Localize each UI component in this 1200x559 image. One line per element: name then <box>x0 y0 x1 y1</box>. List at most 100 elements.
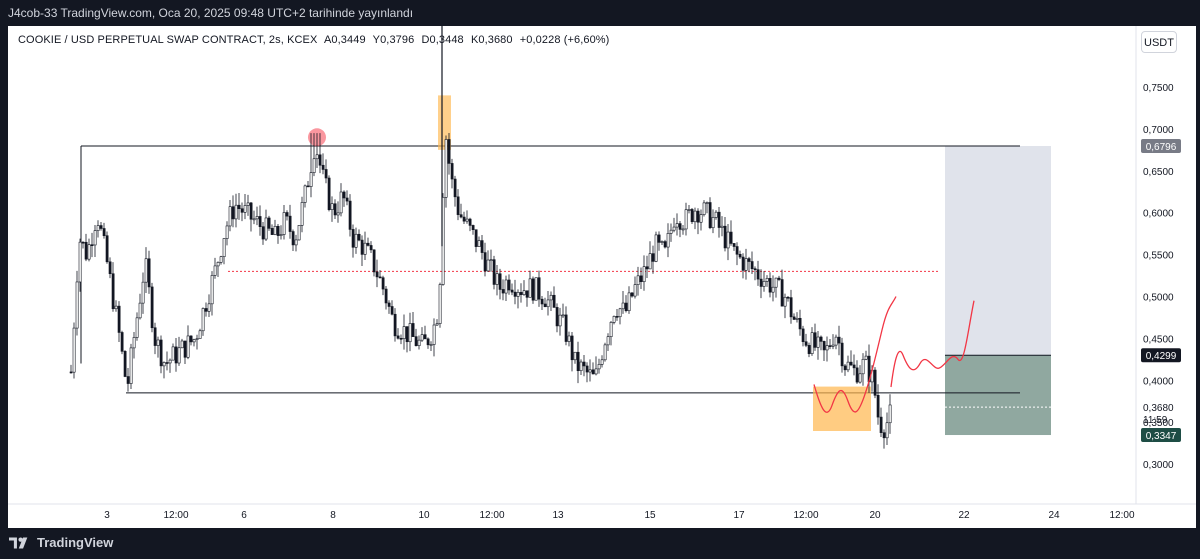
candle-body <box>696 210 700 223</box>
candle-body <box>432 324 436 345</box>
time-tick-label: 12:00 <box>163 510 188 521</box>
candle-body <box>405 326 409 343</box>
candle-body <box>675 223 679 228</box>
candle-body <box>210 275 214 305</box>
candle-body <box>369 245 373 251</box>
candle-body <box>687 209 691 211</box>
candle-body <box>846 361 850 371</box>
candle-body <box>717 211 721 228</box>
candle-body <box>438 284 442 324</box>
candle-body <box>225 225 229 239</box>
candle-body <box>633 284 637 297</box>
candle-body <box>597 364 601 370</box>
candle-body <box>783 296 787 307</box>
candle-body <box>255 216 259 220</box>
symbol-title: COOKIE / USD PERPETUAL SWAP CONTRACT, 2s… <box>18 34 318 46</box>
candle-body <box>459 214 463 218</box>
candle-body <box>99 225 103 229</box>
candle-body <box>606 336 610 346</box>
time-tick-label: 6 <box>241 510 247 521</box>
candle-body <box>252 218 256 221</box>
candle-body <box>756 269 760 280</box>
candle-body <box>111 273 115 310</box>
candle-body <box>501 289 505 294</box>
candle-body <box>324 169 328 179</box>
candle-body <box>858 373 862 383</box>
candle-body <box>852 364 856 369</box>
candle-body <box>843 365 847 371</box>
candle-body <box>267 217 271 229</box>
candle-body <box>297 225 301 241</box>
tradingview-logo[interactable]: TradingView <box>9 535 113 550</box>
forecast-squiggle-left[interactable] <box>813 296 897 413</box>
candle-body <box>639 275 643 283</box>
candle-body <box>486 259 490 272</box>
svg-text:0,3680: 0,3680 <box>1143 403 1174 414</box>
candle-body <box>264 217 268 240</box>
candle-body <box>561 314 565 317</box>
candle-body <box>834 336 838 346</box>
candle-body <box>453 178 457 198</box>
candle-body <box>573 351 577 361</box>
publish-line: J4cob-33 TradingView.com, Oca 20, 2025 0… <box>8 6 414 20</box>
candle-body <box>177 347 181 364</box>
candle-body <box>837 336 841 344</box>
candle-body <box>813 332 817 348</box>
candle-body <box>120 332 124 352</box>
candle-body <box>300 202 304 226</box>
spike-highlight[interactable] <box>438 95 451 150</box>
candle-body <box>801 328 805 343</box>
candle-body <box>705 202 709 204</box>
time-axis[interactable]: 3 12:00 6 8 10 12:00 13 15 17 12:00 20 22 24 12:00 <box>104 510 1135 521</box>
time-tick-label: 3 <box>104 510 110 521</box>
time-tick-label: 22 <box>958 510 970 521</box>
candle-body <box>318 154 322 166</box>
svg-text:11:59: 11:59 <box>1143 415 1168 426</box>
time-tick-label: 17 <box>733 510 745 521</box>
candle-body <box>543 303 547 308</box>
currency-unit-button[interactable]: USDT <box>1141 31 1177 53</box>
candle-body <box>579 361 583 372</box>
candle-body <box>642 266 646 283</box>
price-chart[interactable]: 0,7500 0,7000 0,6500 0,6000 0,5500 0,5000 0,45… <box>8 26 1196 528</box>
candle-body <box>423 334 427 340</box>
ohlc-open: A0,3449 <box>323 34 366 46</box>
candle-body <box>357 233 361 241</box>
target-zone[interactable] <box>945 145 1051 356</box>
ohlc-low: D0,3448 <box>421 34 464 46</box>
candle-body <box>627 292 631 312</box>
candle-body <box>81 241 85 244</box>
bottom-highlight[interactable] <box>813 386 871 431</box>
candle-body <box>84 241 88 260</box>
candle-body <box>381 277 385 290</box>
candle-body <box>450 163 454 180</box>
candle-body <box>492 259 496 285</box>
candle-body <box>240 208 244 213</box>
candle-body <box>516 292 520 297</box>
candle-body <box>393 313 397 337</box>
candle-body <box>258 216 262 227</box>
candle-body <box>690 209 694 223</box>
candle-body <box>72 327 76 373</box>
candle-body <box>540 298 544 305</box>
candle-body <box>885 422 889 439</box>
price-axis[interactable]: 0,7500 0,7000 0,6500 0,6000 0,5500 0,5000 0,45… <box>1143 83 1174 471</box>
price-tick-label: 0,3000 <box>1143 460 1174 471</box>
candle-body <box>69 371 73 374</box>
stop-zone[interactable] <box>945 355 1051 436</box>
candle-body <box>669 229 673 234</box>
candle-body <box>156 339 160 346</box>
chart-area[interactable]: 0,7500 0,7000 0,6500 0,6000 0,5500 0,5000 0,45… <box>8 26 1196 528</box>
candle-body <box>294 239 298 246</box>
candle-body <box>525 290 529 298</box>
candle-body <box>651 253 655 262</box>
time-tick-label: 20 <box>869 510 881 521</box>
price-tick-label: 0,7000 <box>1143 125 1174 136</box>
forecast-squiggle-right[interactable] <box>890 300 975 388</box>
footer-bar: TradingView <box>0 528 1200 559</box>
candle-body <box>315 154 319 160</box>
candle-body <box>609 322 613 338</box>
candle-body <box>882 432 886 439</box>
current-price-label: 0,3680 11:59 <box>1143 403 1174 426</box>
candle-body <box>615 316 619 318</box>
